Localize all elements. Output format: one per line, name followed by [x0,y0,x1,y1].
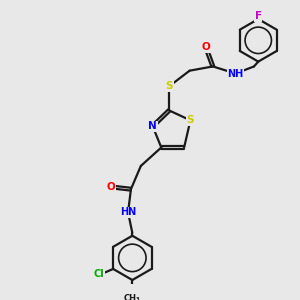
Text: Cl: Cl [94,269,104,279]
Text: S: S [187,115,194,125]
Text: S: S [165,81,173,91]
Text: CH₃: CH₃ [124,294,141,300]
Text: O: O [107,182,116,192]
Text: F: F [255,11,262,21]
Text: N: N [148,121,157,131]
Text: NH: NH [227,68,244,79]
Text: O: O [201,42,210,52]
Text: HN: HN [120,208,136,218]
